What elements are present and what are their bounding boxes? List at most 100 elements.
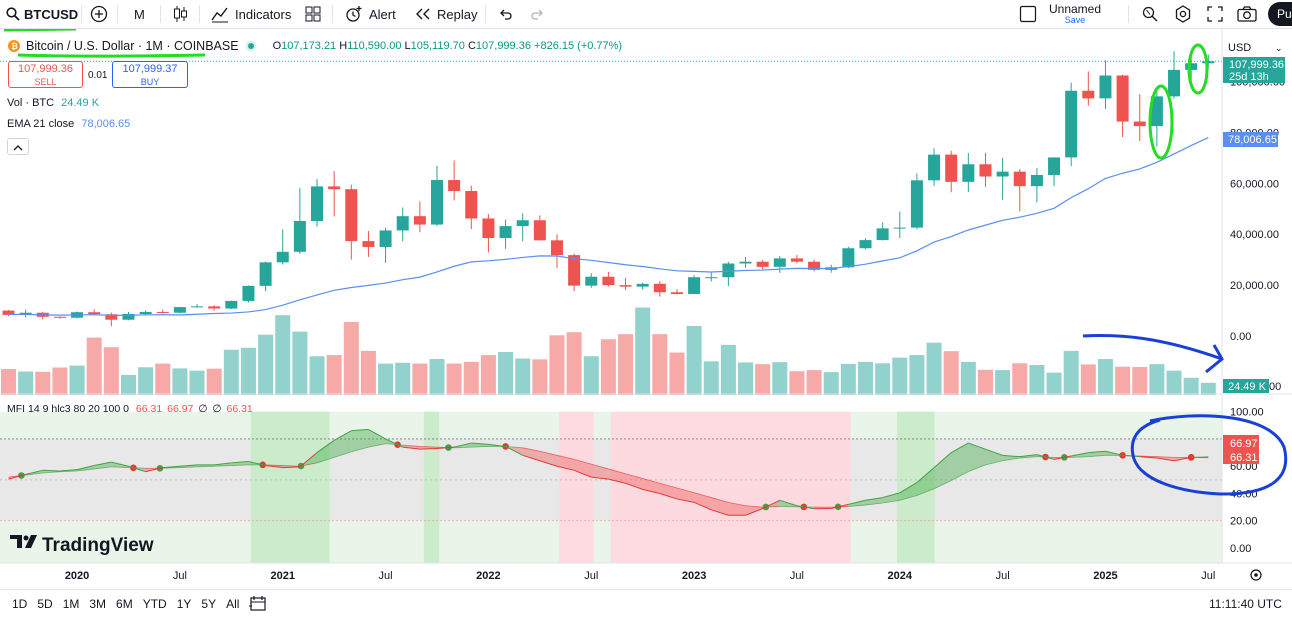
mfi-value-3: ∅ (198, 403, 207, 415)
time-tick-label: Jul (790, 570, 804, 582)
volume-bar (1081, 364, 1096, 395)
mfi-value-tags: 66.97 66.31 (1223, 435, 1259, 464)
redo-button[interactable] (530, 0, 546, 28)
range-button[interactable]: YTD (143, 597, 167, 611)
candle-body (448, 180, 460, 191)
volume-bar (687, 326, 702, 395)
range-button[interactable]: 3M (89, 597, 106, 611)
symbol-search-button[interactable]: BTCUSD (6, 0, 78, 28)
divider (117, 5, 118, 23)
candle-body (362, 241, 374, 247)
range-button[interactable]: 1M (63, 597, 80, 611)
sell-button[interactable]: 107,999.36 SELL (8, 61, 83, 88)
time-tick-label: 2025 (1093, 570, 1117, 582)
indicators-button[interactable]: Indicators (211, 0, 291, 28)
candle-body (894, 228, 906, 229)
publish-button[interactable]: Pu (1268, 2, 1292, 26)
candle-body (1031, 175, 1043, 186)
volume-bar (224, 350, 239, 395)
volume-value: 24.49 K (61, 97, 99, 109)
chart-canvas[interactable]: TradingView 100,000.0080,000.0060,000.00… (0, 29, 1292, 589)
volume-bar (275, 315, 290, 395)
range-button[interactable]: 6M (116, 597, 133, 611)
mfi-line (283, 467, 300, 468)
compare-symbol-button[interactable] (90, 0, 108, 28)
layout-checkbox[interactable] (1019, 0, 1037, 28)
ema-legend[interactable]: EMA 21 close 78,006.65 (7, 118, 130, 130)
currency-label: USD (1228, 42, 1251, 54)
time-tick-label: Jul (173, 570, 187, 582)
replay-label: Replay (437, 7, 477, 22)
symbol-title[interactable]: Bitcoin / U.S. Dollar · 1M · COINBASE (26, 39, 239, 53)
volume-bar (498, 352, 513, 395)
fullscreen-icon (1207, 6, 1223, 22)
candle-body (620, 285, 632, 287)
volume-bar (1115, 367, 1130, 395)
snapshot-button[interactable] (1237, 0, 1257, 28)
layout-name-button[interactable]: Unnamed Save (1045, 2, 1105, 25)
buy-price: 107,999.37 (113, 63, 187, 76)
candle-body (637, 284, 649, 287)
go-to-date-button[interactable] (249, 595, 267, 617)
sell-price: 107,999.36 (9, 63, 82, 76)
volume-bar (824, 372, 839, 395)
layout-save-status: Save (1045, 15, 1105, 25)
time-tick-label: 2023 (682, 570, 706, 582)
volume-bar (138, 367, 153, 395)
divider (199, 5, 200, 23)
volume-bar (1047, 373, 1062, 395)
candle-body (225, 301, 237, 309)
mfi-background (0, 412, 1222, 563)
settings-button[interactable] (1174, 0, 1192, 28)
buy-button[interactable]: 107,999.37 BUY (112, 61, 188, 88)
volume-bar (207, 369, 222, 395)
volume-bar (104, 347, 119, 395)
candle-body (928, 155, 940, 181)
layouts-button[interactable] (305, 0, 321, 28)
volume-bar (464, 362, 479, 395)
mfi-value-5: 66.31 (226, 403, 252, 415)
market-status-icon (245, 40, 257, 52)
volume-bar (327, 355, 342, 395)
range-button[interactable]: 5D (37, 597, 52, 611)
undo-button[interactable] (497, 0, 513, 28)
open-label: O (273, 40, 282, 52)
calendar-icon (249, 595, 267, 612)
volume-bar (447, 364, 462, 395)
range-button[interactable]: 5Y (201, 597, 216, 611)
range-button[interactable]: 1Y (177, 597, 192, 611)
collapse-legend-button[interactable] (7, 138, 29, 155)
svg-text:₿: ₿ (11, 42, 18, 51)
alert-button[interactable]: Alert (345, 0, 396, 28)
indicators-icon (211, 5, 229, 23)
volume-bar (70, 366, 85, 395)
volume-bar (652, 334, 667, 395)
candle-body (1099, 75, 1111, 98)
mfi-tick-label: 100.00 (1230, 407, 1264, 419)
volume-bar (892, 358, 907, 395)
volume-bar (1184, 378, 1199, 395)
clock[interactable]: 11:11:40 UTC (1209, 597, 1282, 611)
candle-body (705, 277, 717, 278)
mfi-value-2: 66.97 (167, 403, 193, 415)
volume-legend[interactable]: Vol · BTC 24.49 K (7, 97, 99, 109)
candle-body (500, 226, 512, 238)
candle-body (431, 180, 443, 225)
volume-bar (978, 370, 993, 395)
range-button[interactable]: 1D (12, 597, 27, 611)
mfi-legend[interactable]: MFI 14 9 hlc3 80 20 100 0 66.31 66.97 ∅ … (7, 403, 253, 415)
volume-bar (738, 362, 753, 395)
volume-bar (361, 351, 376, 395)
divider (1128, 5, 1129, 23)
candle-body (1082, 91, 1094, 99)
checkbox-icon (1019, 5, 1037, 23)
volume-bars (1, 308, 1216, 395)
chart-type-button[interactable] (171, 0, 189, 28)
fullscreen-button[interactable] (1207, 0, 1223, 28)
range-button[interactable]: All (226, 597, 239, 611)
candle-body (517, 220, 529, 226)
interval-button[interactable]: M (134, 0, 145, 28)
time-axis-settings[interactable] (1251, 570, 1261, 580)
quick-search-button[interactable] (1141, 0, 1159, 28)
replay-button[interactable]: Replay (415, 0, 477, 28)
